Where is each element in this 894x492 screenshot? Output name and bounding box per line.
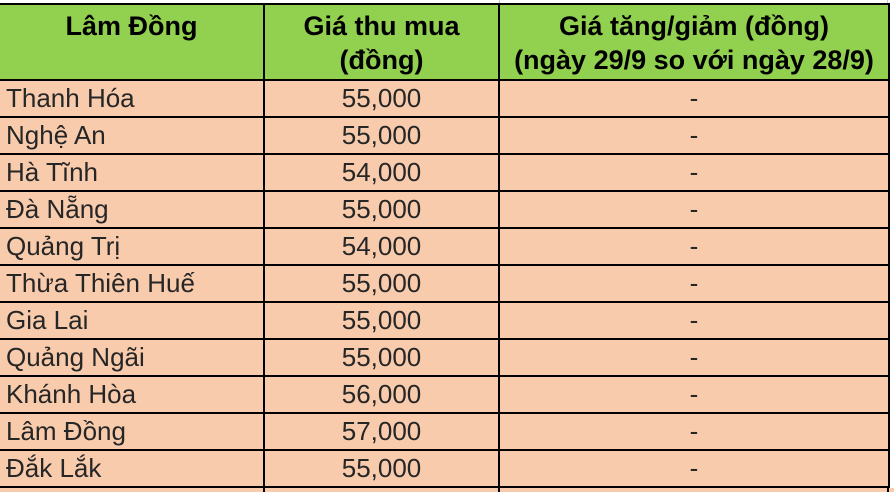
header-change-label-line1: Giá tăng/giảm (đồng) bbox=[559, 11, 829, 41]
table-row: Đà Nẵng 55,000 - bbox=[0, 190, 890, 229]
header-region-label: Lâm Đồng bbox=[65, 11, 198, 41]
province-cell: Gia Lai bbox=[0, 301, 265, 340]
province-cell: Hà Tĩnh bbox=[0, 153, 265, 192]
price-table: Lâm Đồng Giá thu mua (đồng) Giá tăng/giả… bbox=[0, 3, 890, 488]
price-cell: 56,000 bbox=[263, 375, 500, 414]
header-change-label-line2: (ngày 29/9 so với ngày 28/9) bbox=[514, 45, 874, 75]
price-cell: 57,000 bbox=[263, 412, 500, 451]
change-cell: - bbox=[498, 116, 890, 155]
change-cell: - bbox=[498, 227, 890, 266]
table-row: Thanh Hóa 55,000 - bbox=[0, 79, 890, 118]
table-row: Hà Tĩnh 54,000 - bbox=[0, 153, 890, 192]
price-cell: 55,000 bbox=[263, 264, 500, 303]
header-cell-price: Giá thu mua (đồng) bbox=[263, 3, 500, 81]
change-cell: - bbox=[498, 301, 890, 340]
table-row: Quảng Ngãi 55,000 - bbox=[0, 338, 890, 377]
change-cell: - bbox=[498, 449, 890, 488]
price-table-body: Thanh Hóa 55,000 - Nghệ An 55,000 - Hà T… bbox=[0, 79, 890, 488]
table-row: Lâm Đồng 57,000 - bbox=[0, 412, 890, 451]
price-cell: 54,000 bbox=[263, 153, 500, 192]
province-cell: Thừa Thiên Huế bbox=[0, 264, 265, 303]
column-border-mark bbox=[498, 488, 500, 492]
province-cell: Khánh Hòa bbox=[0, 375, 265, 414]
table-row: Quảng Trị 54,000 - bbox=[0, 227, 890, 266]
province-cell: Thanh Hóa bbox=[0, 79, 265, 118]
province-cell: Đà Nẵng bbox=[0, 190, 265, 229]
column-border-mark bbox=[887, 488, 889, 492]
change-cell: - bbox=[498, 412, 890, 451]
province-cell: Nghệ An bbox=[0, 116, 265, 155]
price-cell: 55,000 bbox=[263, 79, 500, 118]
header-cell-change: Giá tăng/giảm (đồng) (ngày 29/9 so với n… bbox=[498, 3, 890, 81]
header-row: Lâm Đồng Giá thu mua (đồng) Giá tăng/giả… bbox=[0, 3, 890, 81]
table-row: Nghệ An 55,000 - bbox=[0, 116, 890, 155]
province-cell: Lâm Đồng bbox=[0, 412, 265, 451]
province-cell: Quảng Trị bbox=[0, 227, 265, 266]
bottom-cropped-row-strip bbox=[0, 488, 894, 492]
change-cell: - bbox=[498, 264, 890, 303]
change-cell: - bbox=[498, 153, 890, 192]
header-price-label-line1: Giá thu mua bbox=[303, 11, 460, 41]
gridline-mark bbox=[499, 0, 500, 3]
price-cell: 55,000 bbox=[263, 449, 500, 488]
change-cell: - bbox=[498, 375, 890, 414]
province-cell: Quảng Ngãi bbox=[0, 338, 265, 377]
table-row: Gia Lai 55,000 - bbox=[0, 301, 890, 340]
header-price-label-line2: (đồng) bbox=[339, 45, 424, 75]
change-cell: - bbox=[498, 79, 890, 118]
table-row: Khánh Hòa 56,000 - bbox=[0, 375, 890, 414]
province-cell: Đắk Lắk bbox=[0, 449, 265, 488]
price-cell: 55,000 bbox=[263, 116, 500, 155]
table-row: Thừa Thiên Huế 55,000 - bbox=[0, 264, 890, 303]
table-row: Đắk Lắk 55,000 - bbox=[0, 449, 890, 488]
header-cell-region: Lâm Đồng bbox=[0, 3, 265, 81]
change-cell: - bbox=[498, 190, 890, 229]
column-border-mark bbox=[263, 488, 265, 492]
top-cropped-row-strip bbox=[0, 0, 894, 3]
price-cell: 55,000 bbox=[263, 190, 500, 229]
price-cell: 55,000 bbox=[263, 338, 500, 377]
price-cell: 55,000 bbox=[263, 301, 500, 340]
change-cell: - bbox=[498, 338, 890, 377]
gridline-mark bbox=[887, 0, 888, 3]
price-cell: 54,000 bbox=[263, 227, 500, 266]
price-table-header: Lâm Đồng Giá thu mua (đồng) Giá tăng/giả… bbox=[0, 3, 890, 81]
